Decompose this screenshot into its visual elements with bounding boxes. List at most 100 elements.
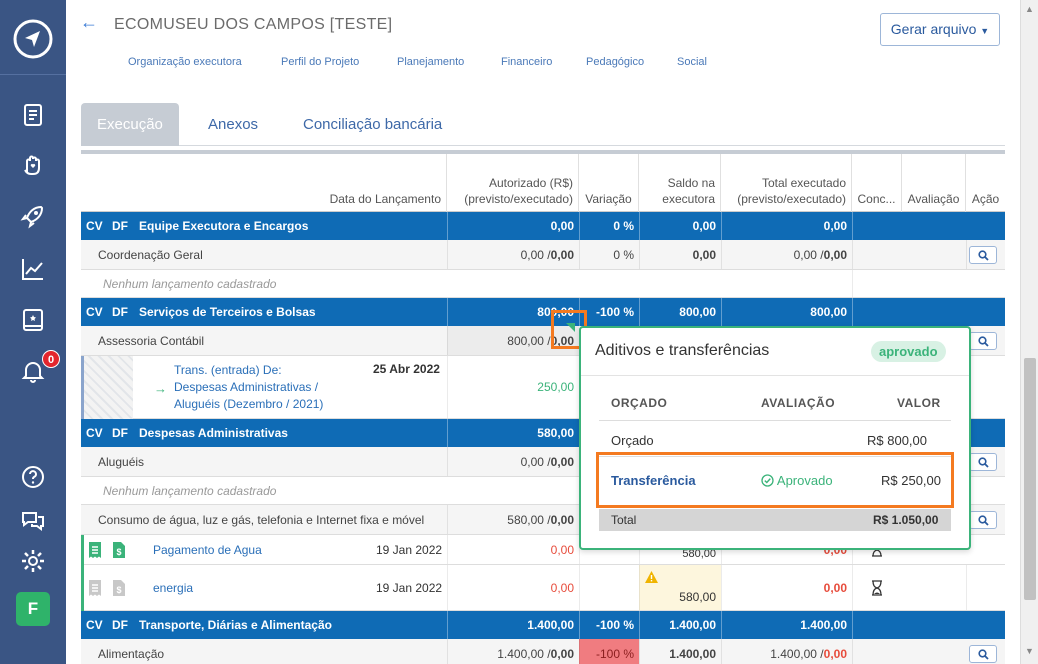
popup-total-row: Total R$ 1.050,00 [599,509,951,531]
nav-pedagogico[interactable]: Pedagógico [586,56,645,68]
subcategory-total: 0,00 / 0,00 [793,247,847,262]
page-title: ECOMUSEU DOS CAMPOS [TESTE] [114,16,393,33]
subcategory-saldo: 0,00 [692,247,716,262]
category-autorizado: 1.400,00 [527,618,574,632]
col-saldo: Saldo na executora [639,154,721,212]
entry-row: $ energia 19 Jan 2022 0,00 580,00 0,00 [81,565,1005,611]
category-autorizado: 580,00 [537,426,574,440]
df-label: DF [112,618,128,632]
cv-label: CV [86,618,103,632]
subcategory-autorizado: 1.400,00 / 0,00 [497,646,574,661]
help-icon[interactable] [20,464,46,490]
table-header: Data do Lançamento Autorizado (R$) (prev… [81,150,1005,212]
rocket-icon[interactable] [20,203,46,229]
df-label: DF [112,305,128,319]
col-autorizado: Autorizado (R$) (previsto/executado) [447,154,579,212]
back-arrow-icon[interactable]: ← [80,12,98,32]
receipt-icon[interactable] [88,541,102,559]
category-variacao: -100 % [595,305,634,319]
tab-bar: Execução Anexos Conciliação bancária [81,103,1005,146]
col-variacao: Variação [579,154,639,212]
subcategory-saldo: 1.400,00 [669,646,716,661]
search-button[interactable] [969,332,997,350]
popup-total-label: Total [611,513,637,527]
tab-execucao[interactable]: Execução [81,103,179,146]
search-button[interactable] [969,511,997,529]
category-name: Transporte, Diárias e Alimentação [139,618,332,632]
document-icon[interactable] [20,102,46,128]
df-label: DF [112,426,128,440]
nav-planejamento[interactable]: Planejamento [397,56,465,68]
popup-col-avaliacao: AVALIAÇÃO [761,396,836,410]
comment-marker-icon[interactable] [566,323,575,332]
col-avaliacao: Avaliação [902,154,966,212]
avatar[interactable]: F [16,592,50,626]
category-row: CV DF Transporte, Diárias e Alimentação … [81,611,1005,639]
subcategory-name: Aluguéis [98,454,145,469]
category-saldo: 1.400,00 [669,618,716,632]
warning-icon [645,571,658,583]
category-name: Despesas Administrativas [139,426,288,440]
cv-label: CV [86,219,103,233]
popup-transferencia-avaliacao: Aprovado [761,473,833,488]
chart-icon[interactable] [20,256,46,282]
scroll-down-icon[interactable]: ▼ [1025,646,1034,656]
receipt-icon[interactable] [88,579,102,597]
transfer-description[interactable]: Trans. (entrada) De: Despesas Administrat… [174,363,324,411]
search-button[interactable] [969,246,997,264]
dollar-file-icon[interactable]: $ [112,579,126,597]
dollar-file-icon[interactable]: $ [112,541,126,559]
tab-anexos[interactable]: Anexos [208,116,259,133]
nav-perfil[interactable]: Perfil do Projeto [281,56,360,68]
subcategory-autorizado: 800,00 / 0,00 [447,326,579,355]
aditivos-popup: Aditivos e transferências aprovado ORÇAD… [579,326,971,550]
gerar-arquivo-button[interactable]: Gerar arquivo ▼ [880,13,1000,46]
search-icon [977,648,989,660]
chat-icon[interactable] [20,507,46,533]
subcategory-autorizado: 0,00 / 0,00 [520,454,574,469]
scrollbar-thumb[interactable] [1024,358,1036,600]
category-saldo: 0,00 [692,219,716,233]
search-button[interactable] [969,453,997,471]
book-icon[interactable] [20,307,46,333]
nav-social[interactable]: Social [677,56,707,68]
col-conc: Conc... [852,154,902,212]
search-icon [977,456,989,468]
navigation-logo-icon[interactable] [12,18,54,60]
empty-row: Nenhum lançamento cadastrado [81,270,1005,298]
status-badge: aprovado [871,341,946,362]
entry-name[interactable]: energia [153,580,194,595]
entry-date: 19 Jan 2022 [376,542,443,557]
entry-saldo: 580,00 [682,548,716,560]
entry-date: 25 Abr 2022 [373,362,440,376]
subcategory-name: Alimentação [98,646,165,661]
execution-table: Data do Lançamento Autorizado (R$) (prev… [81,150,1005,664]
category-name: Equipe Executora e Encargos [139,219,309,233]
nav-financeiro[interactable]: Financeiro [501,56,553,68]
category-variacao: 0 % [613,219,634,233]
svg-text:$: $ [116,585,121,595]
subcategory-autorizado: 580,00 / 0,00 [507,512,574,527]
subcategory-row: Alimentação 1.400,00 / 0,00 -100 % 1.400… [81,639,1005,664]
nav-organizacao[interactable]: Organização executora [128,56,242,68]
popup-title: Aditivos e transferências [595,342,770,359]
tab-conciliacao[interactable]: Conciliação bancária [303,116,443,133]
subcategory-total: 1.400,00 / 0,00 [770,646,847,661]
search-button[interactable] [969,645,997,663]
scroll-up-icon[interactable]: ▲ [1025,4,1034,14]
bell-icon[interactable] [20,358,46,384]
vertical-scrollbar[interactable]: ▲ ▼ [1020,0,1038,664]
svg-text:$: $ [116,547,121,557]
cv-label: CV [86,305,103,319]
empty-message: Nenhum lançamento cadastrado [103,483,277,498]
category-autorizado: 0,00 [550,219,574,233]
search-icon [977,249,989,261]
popup-transferencia-label[interactable]: Transferência [611,473,696,488]
col-acao: Ação [971,192,1000,206]
entry-autorizado: 250,00 [537,380,574,394]
entry-name[interactable]: Pagamento de Agua [153,542,262,557]
subcategory-autorizado: 0,00 / 0,00 [520,247,574,262]
hand-heart-icon[interactable] [20,152,46,178]
category-total: 800,00 [810,305,847,319]
gear-icon[interactable] [20,548,46,574]
